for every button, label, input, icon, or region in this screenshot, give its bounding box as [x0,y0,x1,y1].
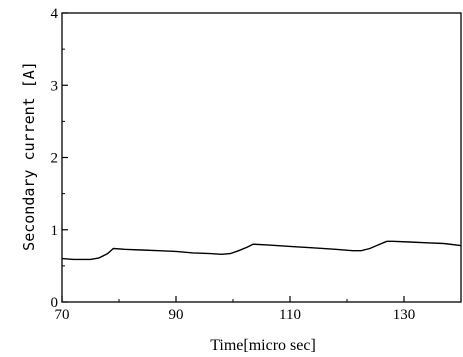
x-tick-label: 110 [279,307,301,323]
x-axis-title: Time[micro sec] [210,337,316,354]
x-tick-label: 90 [169,307,184,323]
series-layer [61,240,462,261]
current-series-line [61,240,462,261]
y-tick-label: 1 [51,223,59,239]
x-axis-ticks: 70 90 110 130 [55,296,416,323]
y-tick-label: 3 [51,78,59,94]
y-tick-label: 0 [51,295,59,311]
plot-frame [61,12,462,303]
plot-border [61,12,462,303]
y-tick-label: 4 [51,6,59,22]
y-tick-label: 2 [51,151,59,167]
x-tick-label: 130 [393,307,416,323]
x-tick-label: 70 [55,307,70,323]
y-axis-ticks: 0 1 2 3 4 [51,6,68,311]
y-axis-title: Secondary current [A] [20,61,38,251]
